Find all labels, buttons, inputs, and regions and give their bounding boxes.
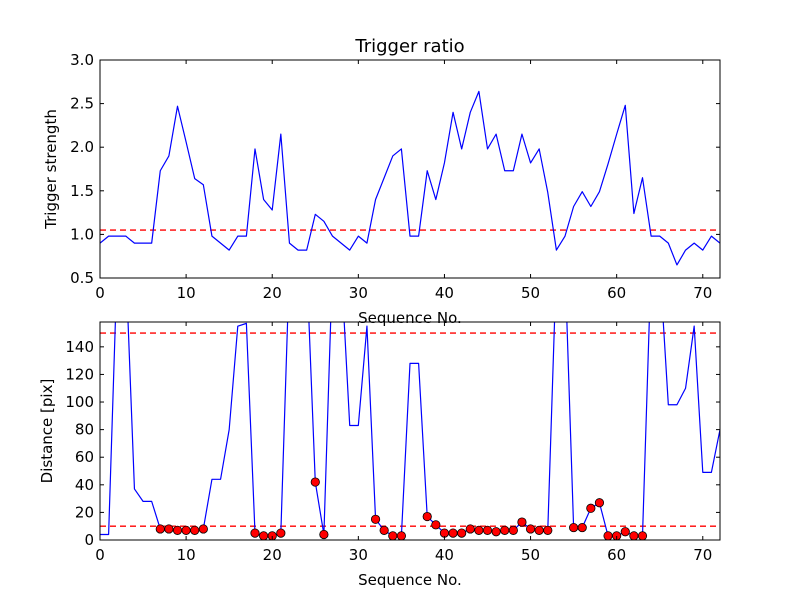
distance-panel: 0 10 20 30 40 50 60 70 0 20 40 60 80 100 120 140 Sequen… (38, 321, 721, 589)
data-point (190, 525, 200, 535)
data-point (534, 525, 544, 535)
data-point (508, 525, 518, 535)
data-point (612, 531, 622, 540)
data-point (637, 531, 648, 540)
y-axis-label: Trigger strength (42, 109, 60, 230)
x-tick-label: 60 (607, 284, 626, 302)
data-point (474, 525, 484, 535)
axes-frame (99, 321, 721, 541)
x-tick-label: 60 (607, 546, 626, 564)
x-tick-label: 50 (521, 284, 540, 302)
y-tick-label: 2.5 (70, 95, 94, 113)
data-point (543, 525, 553, 535)
x-tick-label: 40 (435, 546, 454, 564)
data-point (525, 524, 536, 534)
x-tick-label: 70 (693, 546, 712, 564)
data-point (500, 525, 510, 535)
x-axis-label: Sequence No. (358, 309, 462, 327)
x-tick-label: 70 (693, 284, 712, 302)
y-tick-label: 80 (75, 421, 94, 439)
plot-area (100, 322, 720, 540)
ticks: 0 10 20 30 40 50 60 70 0 20 40 60 80 100 120 140 (65, 322, 720, 564)
data-point (517, 517, 527, 527)
data-point (569, 522, 579, 533)
y-tick-label: 140 (65, 338, 94, 356)
x-tick-label: 50 (521, 546, 540, 564)
data-point (586, 503, 596, 513)
y-tick-label: 40 (75, 476, 94, 494)
y-tick-label: 1.5 (70, 182, 94, 200)
data-point (431, 520, 441, 530)
data-point (577, 522, 587, 533)
data-point (155, 524, 165, 534)
data-point (276, 528, 286, 538)
x-tick-label: 40 (435, 284, 454, 302)
x-tick-label: 30 (349, 546, 368, 564)
y-axis-label: Distance [pix] (38, 379, 56, 484)
data-point (388, 531, 398, 540)
plot-area (100, 90, 720, 266)
x-tick-label: 10 (177, 284, 196, 302)
y-tick-label: 120 (65, 365, 94, 383)
data-point (310, 477, 320, 487)
data-point (482, 525, 493, 535)
x-axis-label: Sequence No. (358, 571, 462, 589)
y-tick-label: 2.0 (70, 138, 94, 156)
data-point (267, 531, 277, 540)
x-tick-label: 10 (177, 546, 196, 564)
data-point (594, 498, 605, 508)
x-tick-label: 20 (263, 546, 282, 564)
x-tick-label: 30 (349, 284, 368, 302)
data-point (250, 528, 260, 538)
data-point (629, 531, 639, 540)
data-point (164, 524, 174, 534)
data-point (448, 528, 458, 538)
y-tick-label: 1.0 (70, 225, 94, 243)
y-tick-label: 60 (75, 448, 94, 466)
data-point (181, 525, 191, 535)
ticks: 0 10 20 30 40 50 60 70 0.5 1.0 1.5 2.0 2.5 3.0 (70, 51, 720, 302)
data-point (259, 531, 269, 540)
data-point (465, 524, 475, 534)
data-point (491, 527, 501, 537)
chart-title: Trigger ratio (354, 36, 464, 57)
axes-frame (99, 59, 721, 279)
series-line (100, 90, 720, 266)
x-tick-label: 0 (95, 546, 105, 564)
data-point (319, 529, 329, 540)
y-tick-label: 100 (65, 393, 94, 411)
data-point (603, 531, 613, 540)
x-tick-label: 20 (263, 284, 282, 302)
data-point (457, 528, 467, 538)
y-tick-label: 0.5 (70, 269, 94, 287)
data-point (422, 511, 432, 522)
data-point (620, 527, 630, 537)
data-point (370, 514, 381, 524)
y-tick-label: 3.0 (70, 51, 94, 69)
data-point (396, 531, 406, 540)
x-tick-label: 0 (95, 284, 105, 302)
y-tick-label: 0 (84, 531, 94, 549)
data-point (379, 525, 389, 535)
y-tick-label: 20 (75, 503, 94, 521)
data-point (198, 524, 208, 534)
data-point (172, 525, 183, 535)
